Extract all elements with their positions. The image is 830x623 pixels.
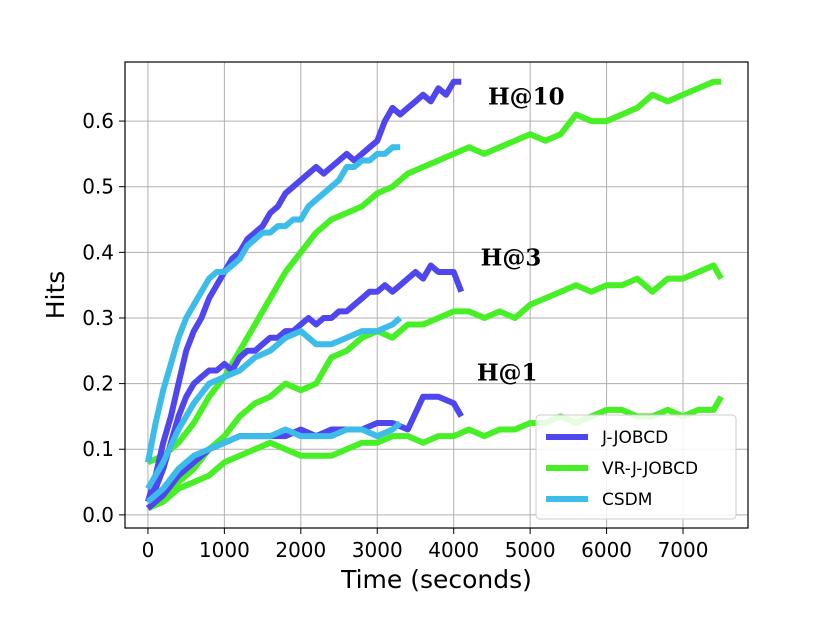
x-tick-label: 6000 bbox=[581, 538, 632, 562]
x-tick-label: 2000 bbox=[275, 538, 326, 562]
y-tick-label: 0.2 bbox=[82, 372, 114, 396]
x-tick-label: 4000 bbox=[428, 538, 479, 562]
annotation-label: H@3 bbox=[481, 244, 542, 271]
series-line-j-jobcd-hat3 bbox=[145, 262, 465, 504]
x-tick-label: 3000 bbox=[352, 538, 403, 562]
series-line-j-jobcd-hat10 bbox=[145, 78, 462, 503]
y-tick-label: 0.4 bbox=[82, 240, 114, 264]
series-line-csdm-hat3 bbox=[145, 315, 403, 491]
series-line-j-jobcd-hat1 bbox=[145, 393, 464, 511]
series-line-csdm-hat1 bbox=[145, 420, 403, 504]
legend-label: J-JOBCD bbox=[601, 428, 668, 448]
x-tick-label: 5000 bbox=[505, 538, 556, 562]
plot-frame bbox=[124, 61, 749, 529]
legend-label: VR-J-JOBCD bbox=[602, 459, 698, 479]
x-tick-label: 0 bbox=[142, 538, 155, 562]
x-tick-label: 1000 bbox=[199, 538, 250, 562]
y-axis-label: Hits bbox=[41, 271, 70, 320]
axis-ticks: 0 1000 2000 3000 4000 5000 6000 7000 0.0 0.1 0.2 0.… bbox=[82, 109, 708, 562]
legend: J-JOBCD VR-J-JOBCD CSDM bbox=[535, 414, 737, 520]
y-tick-label: 0.5 bbox=[82, 175, 114, 199]
legend-label: CSDM bbox=[602, 490, 652, 510]
series-lines bbox=[144, 78, 724, 512]
series-line-vr-j-jobcd-hat3 bbox=[145, 262, 724, 511]
annotation-label: H@10 bbox=[488, 84, 565, 111]
series-line-vr-j-jobcd-hat10 bbox=[146, 78, 722, 466]
series-line-vr-j-jobcd-hat1 bbox=[146, 395, 724, 512]
y-tick-label: 0.3 bbox=[82, 306, 114, 330]
y-tick-label: 0.0 bbox=[82, 503, 114, 527]
y-tick-label: 0.6 bbox=[82, 109, 114, 133]
legend-box bbox=[535, 414, 737, 520]
x-axis-label: Time (seconds) bbox=[340, 565, 532, 594]
y-tick-label: 0.1 bbox=[82, 437, 114, 461]
series-line-csdm-hat10 bbox=[144, 144, 401, 463]
x-tick-label: 7000 bbox=[658, 538, 709, 562]
annotations: H@10 H@3 H@1 bbox=[477, 84, 565, 387]
annotation-label: H@1 bbox=[477, 359, 538, 386]
